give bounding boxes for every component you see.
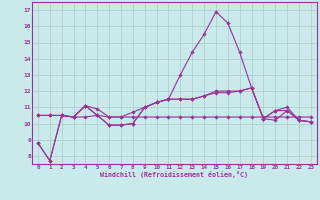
X-axis label: Windchill (Refroidissement éolien,°C): Windchill (Refroidissement éolien,°C) [100,171,248,178]
